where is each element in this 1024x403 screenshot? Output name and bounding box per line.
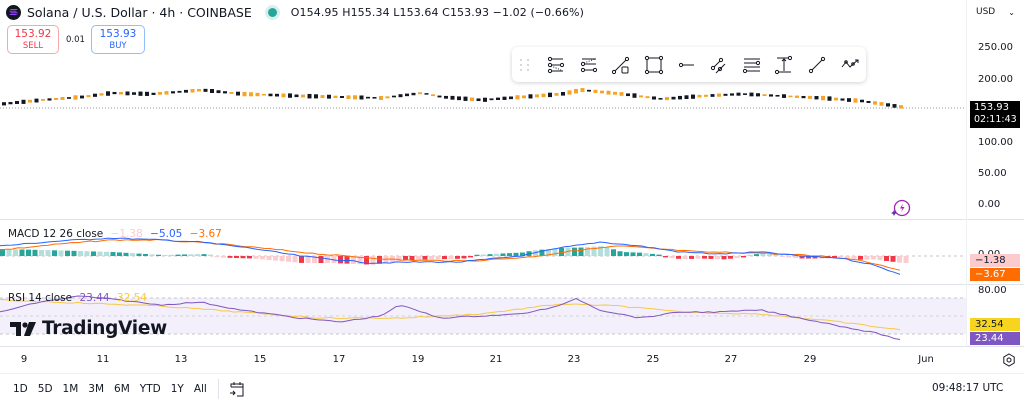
time-axis-label: 27 [724,354,738,365]
solana-logo-icon [6,4,21,20]
tradingview-logo-text: TradingView [42,318,167,339]
currency-selector[interactable]: USD ⌄ [970,2,1020,22]
fib-retracement-icon[interactable] [540,51,573,79]
drag-handle-icon[interactable] [518,55,532,75]
horizontal-lines-icon[interactable] [735,51,768,79]
macd-line [0,237,901,275]
buy-label: BUY [109,40,127,51]
range-5d-button[interactable]: 5D [37,382,53,395]
range-1d-button[interactable]: 1D [13,382,28,395]
symbol-header: Solana / U.S. Dollar · 4h · COINBASE O15… [6,3,584,21]
price-label: 50.00 [978,168,1007,179]
time-axis-label: 15 [253,354,267,365]
time-axis-label: 17 [332,354,346,365]
pane-separator-macd[interactable] [0,219,1024,220]
current-price-tag: 153.93 02:11:43 [970,101,1020,128]
parallel-channel-icon[interactable] [703,51,736,79]
time-axis-label: 25 [646,354,660,365]
macd-legend-title: MACD 12 26 close [8,228,104,240]
time-axis-separator [0,346,1024,347]
range-1m-button[interactable]: 1M [62,382,79,395]
price-label: 200.00 [978,74,1013,85]
drawing-toolbar [512,47,866,82]
range-6m-button[interactable]: 6M [114,382,130,395]
go-to-date-calendar-icon[interactable] [227,379,247,399]
time-axis-label: 9 [20,354,28,365]
tradingview-logo[interactable]: TradingView [10,318,167,339]
tradingview-logo-icon [10,321,36,336]
price-label: 0.00 [978,199,1001,210]
rsi-legend-title: RSI 14 close [8,292,73,304]
time-axis-label: 23 [567,354,581,365]
rsi-line [0,295,901,340]
market-open-status-icon[interactable] [267,7,277,17]
price-range-icon[interactable] [768,51,801,79]
horizontal-ray-icon[interactable] [670,51,703,79]
range-all-button[interactable]: All [193,382,207,395]
time-axis-label: 19 [411,354,425,365]
sell-label: SELL [22,40,44,51]
macd-signal-value: −3.67 [189,228,222,240]
rsi-ma-line [0,298,901,331]
current-price: 153.93 [974,102,1009,113]
macd-line-value: −5.05 [150,228,183,240]
bottom-toolbar: 1D 5D 1M 3M 6M YTD 1Y All [0,373,1024,403]
path-icon[interactable] [833,51,866,79]
time-axis-label: 13 [174,354,188,365]
range-1y-button[interactable]: 1Y [170,382,184,395]
trend-line-icon[interactable] [801,51,834,79]
symbol-title[interactable]: Solana / U.S. Dollar · 4h · COINBASE [27,4,252,20]
price-label: 250.00 [978,42,1013,53]
rsi-ma-value: 32.54 [116,292,147,304]
rsi-legend[interactable]: RSI 14 close 23.44 32.54 [8,292,151,304]
ohlc-values: O154.95 H155.34 L153.64 C153.93 −1.02 (−… [290,5,584,19]
time-axis-label: 21 [489,354,503,365]
sell-price: 153.92 [14,27,52,40]
chevron-down-icon: ⌄ [1008,7,1015,17]
chart-settings-icon[interactable] [1002,352,1016,367]
rsi-scale-label: 80.00 [978,285,1007,296]
utc-clock[interactable]: 09:48:17 UTC [932,382,1004,394]
rsi-tag: 23.44 [970,332,1020,345]
price-label: 100.00 [978,137,1013,148]
buy-button[interactable]: 153.93 BUY [91,25,145,54]
macd-legend[interactable]: MACD 12 26 close −1.38 −5.05 −3.67 [8,228,226,240]
buy-price: 153.93 [99,27,137,40]
lightning-assistant-icon[interactable] [890,197,912,219]
time-axis-label: Jun [918,354,934,365]
pane-separator-rsi[interactable] [0,284,1024,285]
rsi-ma-tag: 32.54 [970,318,1020,331]
chart-canvas[interactable] [0,0,966,350]
spread-value: 0.01 [66,35,85,45]
rsi-value: 23.44 [79,292,110,304]
sell-button[interactable]: 153.92 SELL [7,25,59,54]
range-ytd-button[interactable]: YTD [139,382,161,395]
line-with-box-icon[interactable] [605,51,638,79]
rectangle-icon[interactable] [638,51,671,79]
macd-histogram-value: −1.38 [110,228,143,240]
price-scale-border [966,0,967,346]
macd-signal-tag: −3.67 [970,268,1020,281]
trend-based-fib-icon[interactable] [572,51,605,79]
macd-histogram-tag: −1.38 [970,254,1020,267]
bar-countdown: 02:11:43 [974,114,1017,125]
divider [217,378,219,399]
currency-label: USD [976,7,996,17]
time-axis-label: 11 [96,354,110,365]
candlesticks [2,88,903,109]
range-3m-button[interactable]: 3M [88,382,105,395]
time-axis-label: 29 [803,354,817,365]
macd-zero-label: 0.00 [978,249,1001,255]
